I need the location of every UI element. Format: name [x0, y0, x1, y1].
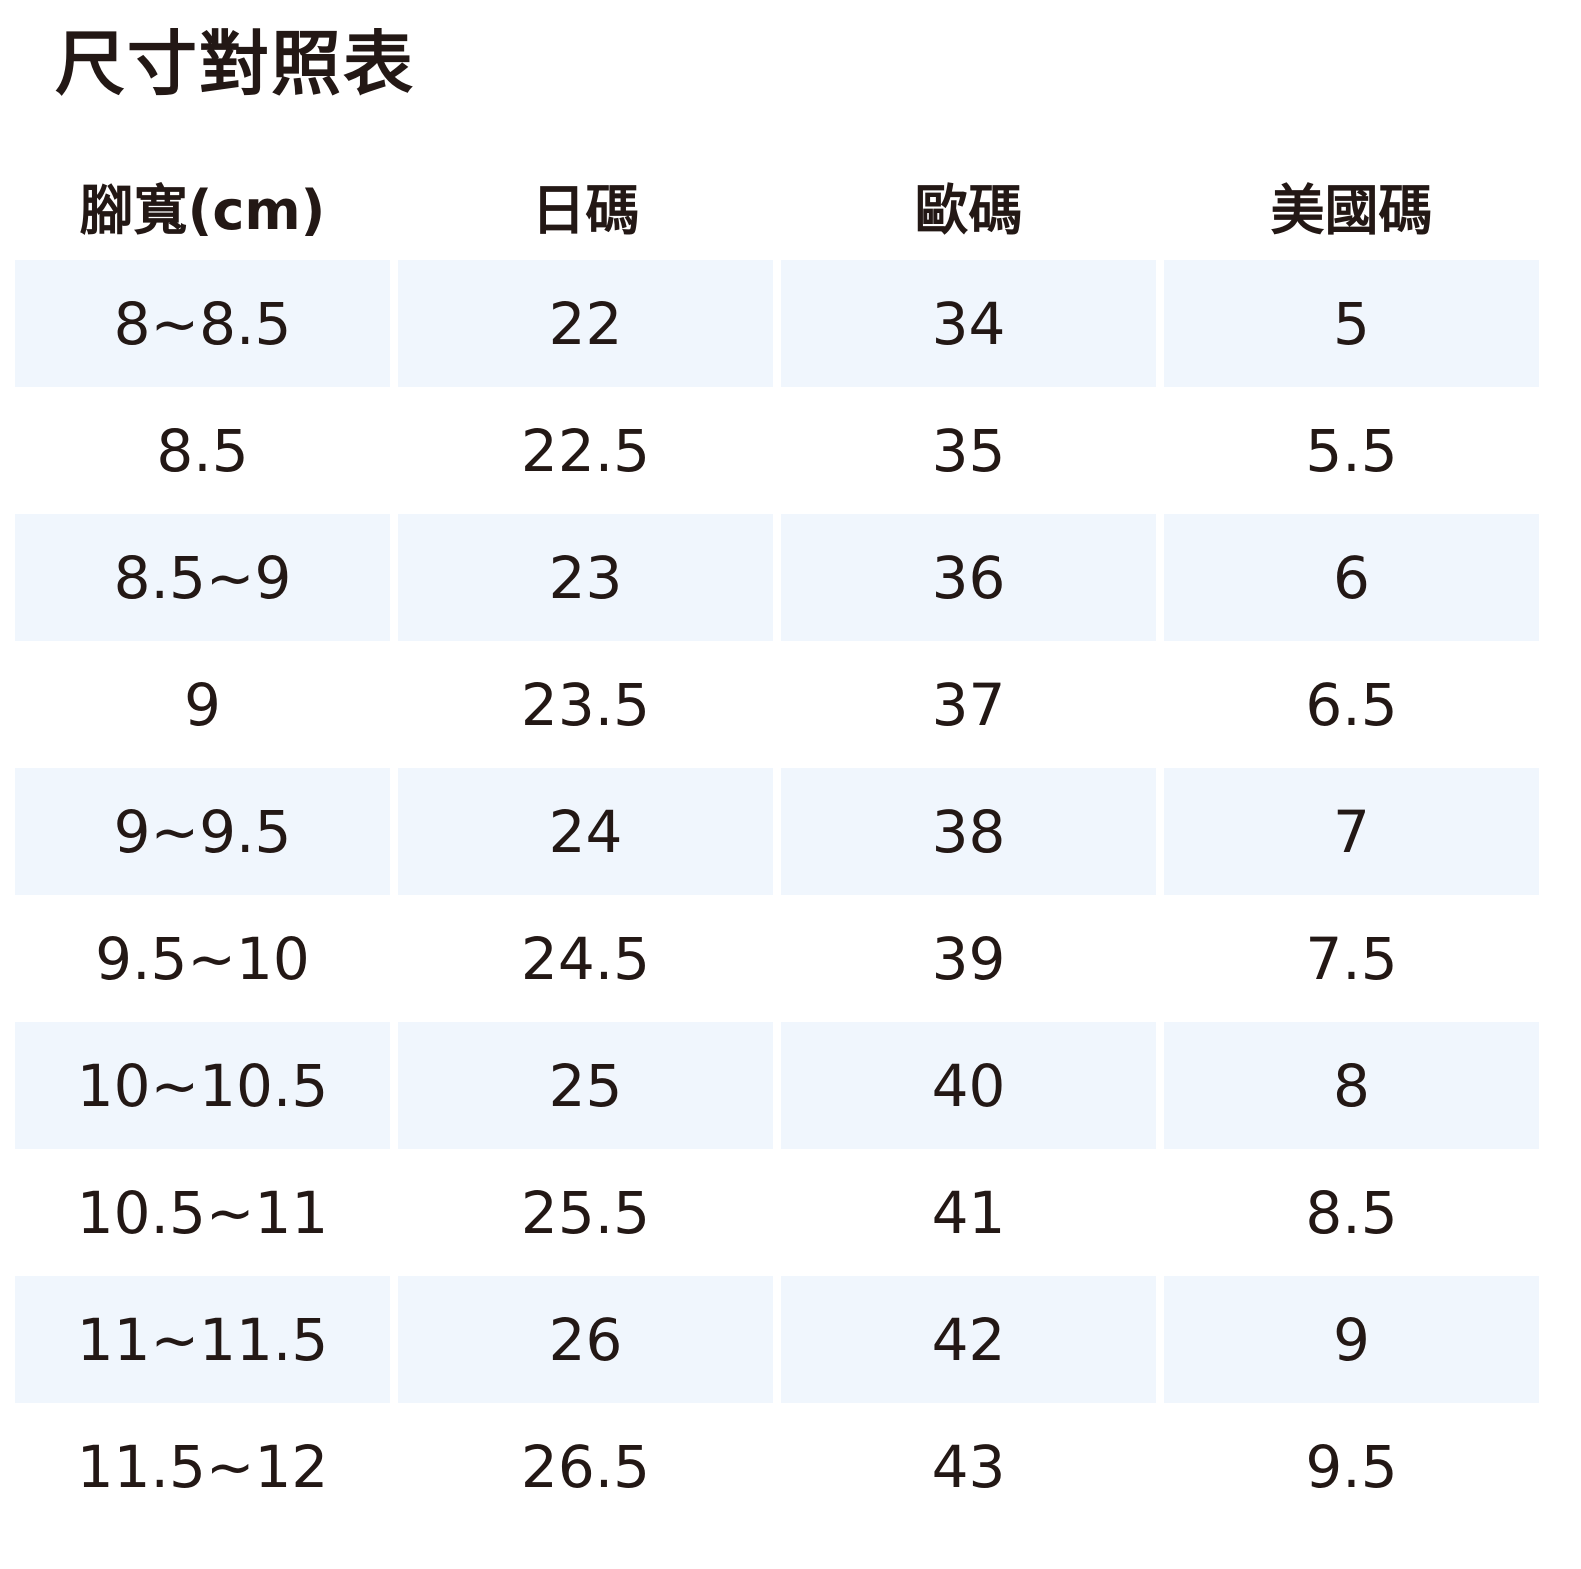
jp-size-cell: 23.5 [520, 670, 651, 739]
table-body: 8~8.5 22 34 5 8.5 22.5 35 5.5 8.5~9 23 36 6 9 23.5 37 6… [15, 260, 1540, 1530]
jp-size-cell: 23 [398, 514, 773, 641]
table-row: 8.5~9 23 36 6 [15, 514, 1540, 641]
jp-size-cell: 22.5 [520, 416, 651, 485]
table-row: 11~11.5 26 42 9 [15, 1276, 1540, 1403]
jp-size-cell: 22 [398, 260, 773, 387]
header-eu-size: 歐碼 [914, 178, 1023, 242]
eu-size-cell: 38 [781, 768, 1156, 895]
foot-width-cell: 11.5~12 [76, 1432, 329, 1501]
eu-size-cell: 37 [931, 670, 1006, 739]
header-foot-width: 腳寬(cm) [79, 178, 326, 242]
eu-size-cell: 40 [781, 1022, 1156, 1149]
foot-width-cell: 9 [184, 670, 221, 739]
size-chart-table: 腳寬(cm) 日碼 歐碼 美國碼 8~8.5 22 34 5 8.5 22.5 35 5.5 8… [15, 150, 1540, 1530]
eu-size-cell: 36 [781, 514, 1156, 641]
us-size-cell: 5.5 [1305, 416, 1398, 485]
table-row: 9 23.5 37 6.5 [15, 641, 1540, 768]
table-header: 腳寬(cm) 日碼 歐碼 美國碼 [15, 150, 1540, 260]
header-us-size: 美國碼 [1270, 178, 1433, 242]
foot-width-cell: 10~10.5 [15, 1022, 390, 1149]
table-row: 8.5 22.5 35 5.5 [15, 387, 1540, 514]
table-row: 9.5~10 24.5 39 7.5 [15, 895, 1540, 1022]
table-row: 11.5~12 26.5 43 9.5 [15, 1403, 1540, 1530]
us-size-cell: 8 [1164, 1022, 1539, 1149]
foot-width-cell: 10.5~11 [76, 1178, 329, 1247]
foot-width-cell: 9.5~10 [95, 924, 310, 993]
foot-width-cell: 11~11.5 [15, 1276, 390, 1403]
table-row: 10~10.5 25 40 8 [15, 1022, 1540, 1149]
header-jp-size: 日碼 [531, 178, 640, 242]
jp-size-cell: 26.5 [520, 1432, 651, 1501]
foot-width-cell: 9~9.5 [15, 768, 390, 895]
us-size-cell: 8.5 [1305, 1178, 1398, 1247]
page-title: 尺寸對照表 [55, 23, 415, 105]
jp-size-cell: 24 [398, 768, 773, 895]
us-size-cell: 6 [1164, 514, 1539, 641]
jp-size-cell: 25.5 [520, 1178, 651, 1247]
table-row: 9~9.5 24 38 7 [15, 768, 1540, 895]
foot-width-cell: 8.5~9 [15, 514, 390, 641]
jp-size-cell: 26 [398, 1276, 773, 1403]
jp-size-cell: 24.5 [520, 924, 651, 993]
us-size-cell: 9.5 [1305, 1432, 1398, 1501]
us-size-cell: 6.5 [1305, 670, 1398, 739]
us-size-cell: 5 [1164, 260, 1539, 387]
us-size-cell: 7 [1164, 768, 1539, 895]
table-row: 8~8.5 22 34 5 [15, 260, 1540, 387]
eu-size-cell: 43 [931, 1432, 1006, 1501]
eu-size-cell: 34 [781, 260, 1156, 387]
eu-size-cell: 35 [931, 416, 1006, 485]
foot-width-cell: 8~8.5 [15, 260, 390, 387]
eu-size-cell: 41 [931, 1178, 1006, 1247]
jp-size-cell: 25 [398, 1022, 773, 1149]
table-row: 10.5~11 25.5 41 8.5 [15, 1149, 1540, 1276]
eu-size-cell: 42 [781, 1276, 1156, 1403]
us-size-cell: 9 [1164, 1276, 1539, 1403]
foot-width-cell: 8.5 [156, 416, 249, 485]
us-size-cell: 7.5 [1305, 924, 1398, 993]
eu-size-cell: 39 [931, 924, 1006, 993]
